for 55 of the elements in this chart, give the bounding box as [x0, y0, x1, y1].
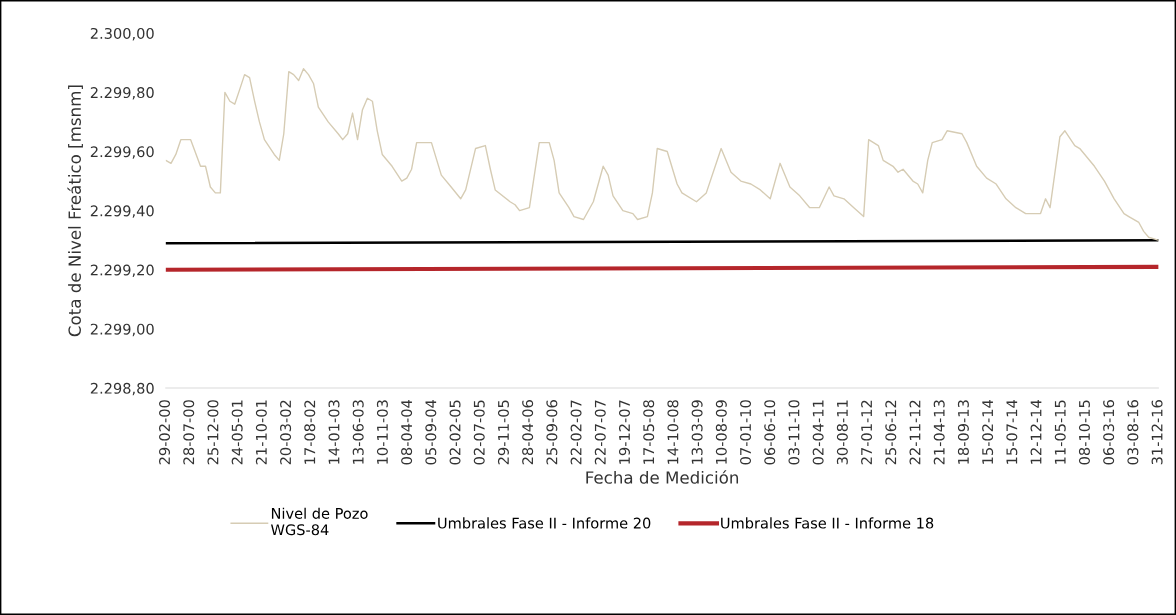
- x-tick-label: 25-12-00: [207, 400, 219, 465]
- x-tick-label: 02-07-05: [473, 400, 485, 465]
- x-tick-label: 10-11-03: [376, 400, 388, 464]
- x-tick-label: 06-06-10: [764, 400, 776, 465]
- x-tick-label: 14-10-08: [667, 400, 679, 464]
- x-axis-title: Fecha de Medición: [586, 470, 739, 484]
- x-tick-label: 31-12-16: [1151, 400, 1163, 465]
- x-tick-label: 18-09-13: [957, 400, 969, 464]
- x-tick-label: 07-01-10: [740, 400, 752, 465]
- x-tick-label: 17-08-02: [304, 400, 316, 464]
- x-tick-label: 25-09-06: [546, 400, 558, 465]
- x-tick-label: 03-11-10: [788, 400, 800, 465]
- x-tick-label: 19-12-07: [618, 400, 631, 464]
- x-tick-label: 14-01-03: [328, 400, 340, 464]
- x-tick-label: 30-08-11: [836, 400, 848, 465]
- line-series: [165, 68, 1159, 241]
- x-tick-label: 24-05-01: [231, 400, 243, 465]
- x-tick-label: 13-03-09: [691, 400, 703, 464]
- x-tick-label: 12-12-14: [1030, 399, 1042, 464]
- x-tick-label: 29-11-05: [497, 400, 509, 465]
- x-tick-label: 22-11-12: [909, 400, 921, 465]
- x-tick-label: 02-04-11: [812, 400, 824, 465]
- x-tick-label: 03-08-16: [1127, 400, 1139, 465]
- legend-label: Nivel de Pozo WGS-84: [271, 507, 368, 536]
- x-tick-label: 28-04-06: [522, 400, 534, 465]
- y-tick-label: 2.300,00: [90, 27, 154, 41]
- x-tick-label: 29-02-00: [159, 400, 171, 465]
- x-tick-label: 10-08-09: [715, 400, 727, 464]
- x-tick-label: 13-06-03: [352, 400, 364, 464]
- x-tick-label: 21-10-01: [255, 400, 267, 465]
- y-tick-label: 2.299,20: [90, 264, 154, 278]
- x-tick-label: 05-09-04: [425, 399, 437, 465]
- x-tick-label: 21-04-13: [933, 400, 945, 465]
- y-tick-label: 2.299,80: [90, 87, 154, 100]
- x-tick-label: 22-02-07: [570, 400, 582, 465]
- x-tick-label: 15-07-14: [1006, 399, 1018, 464]
- x-tick-label: 06-03-16: [1103, 400, 1115, 465]
- x-tick-label: 27-01-12: [861, 400, 873, 465]
- legend-label: Umbrales Fase II - Informe 18: [721, 517, 934, 529]
- x-tick-label: 08-04-04: [401, 399, 413, 465]
- y-tick-label: 2.298,80: [90, 382, 154, 396]
- legend-label: Umbrales Fase II - Informe 20: [438, 517, 651, 529]
- x-tick-label: 17-05-08: [643, 400, 655, 464]
- x-tick-label: 25-06-12: [885, 400, 897, 465]
- x-tick-label: 08-10-15: [1078, 400, 1090, 465]
- x-tick-label: 20-03-02: [280, 400, 292, 465]
- x-tick-label: 11-05-15: [1054, 400, 1066, 464]
- x-tick-label: 28-07-00: [183, 400, 195, 465]
- y-tick-label: 2.299,40: [90, 205, 154, 218]
- x-tick-label: 22-07-07: [594, 400, 606, 465]
- y-axis-title: Cota de Nivel Freático [msnm]: [67, 85, 83, 337]
- y-tick-label: 2.299,00: [90, 323, 154, 337]
- x-tick-label: 02-02-05: [449, 400, 461, 465]
- x-tick-label: 15-02-14: [982, 399, 994, 464]
- y-tick-label: 2.299,60: [90, 146, 154, 159]
